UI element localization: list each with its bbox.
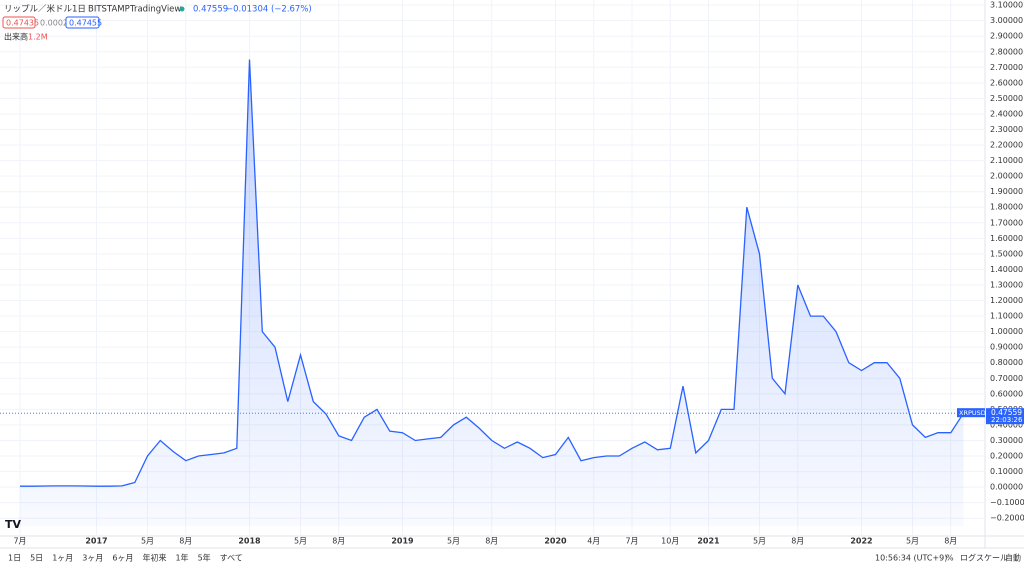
- symbol-tag-text: XRPUSD: [959, 409, 986, 417]
- x-tick-label: 8月: [485, 537, 498, 546]
- auto-scale[interactable]: 自動: [1005, 553, 1021, 563]
- range-button[interactable]: 5年: [198, 553, 211, 563]
- x-tick-label: 8月: [791, 537, 804, 546]
- price-line: [20, 59, 965, 487]
- brand: TradingView: [129, 5, 181, 15]
- y-tick-label: 2.80000: [990, 47, 1023, 56]
- volume-value: 1.2M: [28, 33, 48, 42]
- price: 0.47559: [193, 5, 228, 15]
- y-tick-label: 0.60000: [990, 389, 1023, 398]
- x-tick-label: 2020: [544, 537, 567, 546]
- area: [20, 59, 964, 526]
- volume-label: 出来高: [4, 32, 28, 42]
- logo: TV: [5, 518, 22, 531]
- y-tick-label: 2.90000: [990, 32, 1023, 41]
- status-dot: [179, 6, 185, 12]
- y-tick-label: 0.70000: [990, 374, 1023, 383]
- y-tick-label: 2.30000: [990, 125, 1023, 134]
- y-tick-label: 0.10000: [990, 467, 1023, 476]
- y-tick-label: 2.10000: [990, 156, 1023, 165]
- log-scale[interactable]: ログスケール: [960, 553, 1008, 563]
- y-tick-label: 1.40000: [990, 265, 1023, 274]
- exchange: BITSTAMP: [88, 5, 130, 15]
- change: −0.01304 (−2.67%): [226, 5, 312, 15]
- x-tick-label: 8月: [332, 537, 345, 546]
- range-button[interactable]: 年初来: [142, 553, 166, 563]
- symbol: リップル／米ドル: [4, 4, 73, 15]
- bid[interactable]: 0.47435: [6, 19, 39, 28]
- y-tick-label: 0.80000: [990, 358, 1023, 367]
- price-tag-value: 0.47559: [991, 408, 1022, 417]
- y-tick-label: 1.80000: [990, 203, 1023, 212]
- y-tick-label: 3.10000: [990, 1, 1023, 10]
- range-button[interactable]: 6ヶ月: [112, 554, 133, 563]
- y-tick-label: 2.40000: [990, 109, 1023, 118]
- x-tick-label: 2017: [85, 537, 107, 546]
- y-tick-label: −0.20000: [990, 514, 1024, 523]
- symbol-tag: [957, 408, 985, 418]
- spread: 0.00020: [40, 19, 73, 28]
- y-tick-label: 0.40000: [990, 420, 1023, 429]
- x-tick-label: 7月: [625, 537, 638, 546]
- y-tick-label: 0.20000: [990, 452, 1023, 461]
- x-tick-label: 8月: [179, 537, 192, 546]
- y-tick-label: 0.90000: [990, 343, 1023, 352]
- range-button[interactable]: 3ヶ月: [82, 554, 103, 563]
- y-tick-label: 2.50000: [990, 94, 1023, 103]
- x-tick-label: 8月: [944, 537, 957, 546]
- ask: 0.47455: [69, 19, 102, 28]
- y-tick-label: 2.20000: [990, 141, 1023, 150]
- range-button[interactable]: すべて: [220, 554, 243, 563]
- price-tag-countdown: 22:03:26: [991, 416, 1023, 424]
- y-tick-label: 0.30000: [990, 436, 1023, 445]
- y-tick-label: 2.00000: [990, 172, 1023, 181]
- y-tick-label: 1.90000: [990, 187, 1023, 196]
- y-tick-label: 1.50000: [990, 249, 1023, 258]
- y-tick-label: 1.70000: [990, 218, 1023, 227]
- price-tag: [986, 408, 1024, 425]
- y-tick-label: 1.30000: [990, 280, 1023, 289]
- range-button[interactable]: 5日: [30, 554, 43, 563]
- y-tick-label: −0.10000: [990, 498, 1024, 507]
- x-tick-label: 2021: [697, 537, 720, 546]
- x-tick-label: 4月: [587, 537, 600, 546]
- interval: 1日: [72, 5, 86, 15]
- range-button[interactable]: 1日: [8, 554, 21, 563]
- x-tick-label: 5月: [447, 537, 460, 546]
- y-tick-label: 1.60000: [990, 234, 1023, 243]
- range-button[interactable]: 1年: [175, 553, 188, 563]
- x-tick-label: 2022: [850, 537, 872, 546]
- clock: 10:56:34 (UTC+9): [875, 554, 947, 563]
- x-tick-label: 7月: [13, 537, 26, 546]
- bid-box[interactable]: [2, 16, 36, 29]
- x-tick-label: 2019: [391, 537, 414, 546]
- y-tick-label: 2.70000: [990, 63, 1023, 72]
- x-tick-label: 5月: [141, 537, 154, 546]
- x-tick-label: 10月: [661, 537, 679, 546]
- range-button[interactable]: 1ヶ月: [52, 554, 73, 563]
- y-tick-label: 2.60000: [990, 78, 1023, 87]
- x-tick-label: 5月: [906, 537, 919, 546]
- x-tick-label: 5月: [753, 537, 766, 546]
- x-tick-label: 2018: [238, 537, 261, 546]
- y-tick-label: 1.10000: [990, 312, 1023, 321]
- ask-box[interactable]: [65, 16, 100, 29]
- y-tick-label: 1.20000: [990, 296, 1023, 305]
- y-tick-label: 3.00000: [990, 16, 1023, 25]
- y-tick-label: 0.00000: [990, 483, 1023, 492]
- percent[interactable]: %: [946, 554, 954, 563]
- y-tick-label: 1.00000: [990, 327, 1023, 336]
- x-tick-label: 5月: [294, 537, 307, 546]
